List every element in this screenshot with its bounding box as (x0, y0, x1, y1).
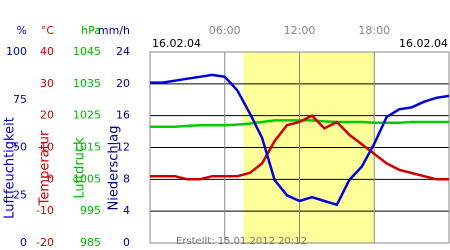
y-tick-label: -10 (36, 204, 54, 217)
y-tick-label: 1045 (73, 45, 101, 58)
y-tick-label: 16 (116, 109, 130, 122)
y-tick-label: 0 (47, 172, 54, 185)
axis-title: Luftfeuchtigkeit (3, 117, 18, 219)
y-tick-label: 25 (13, 188, 27, 201)
y-tick-label: 24 (116, 45, 130, 58)
axis-unit: °C (41, 24, 55, 37)
series-line (150, 119, 449, 129)
plot-border (149, 51, 450, 244)
y-tick-label: 12 (116, 141, 130, 154)
axis-title: Luftdruck (73, 137, 88, 199)
y-tick-label: 10 (40, 141, 54, 154)
x-tick-label: 06:00 (209, 24, 241, 37)
y-tick-label: 1015 (73, 141, 101, 154)
y-tick-label: 50 (13, 141, 27, 154)
y-tick-label: 100 (6, 45, 27, 58)
axis-unit: % (17, 24, 27, 37)
axis-unit: hPa (81, 24, 101, 37)
y-tick-label: 20 (40, 109, 54, 122)
axis-unit: mm/h (98, 24, 130, 37)
y-tick-label: 1035 (73, 77, 101, 90)
y-tick-label: 20 (116, 77, 130, 90)
y-tick-label: -20 (36, 236, 54, 249)
y-tick-label: 1005 (73, 172, 101, 185)
y-tick-label: 75 (13, 93, 27, 106)
y-tick-label: 0 (123, 236, 130, 249)
footer: Erstellt: 15.01.2012 20:12 (176, 236, 307, 247)
x-tick-label: 18:00 (358, 24, 390, 37)
y-tick-label: 8 (123, 172, 130, 185)
y-tick-label: 1025 (73, 109, 101, 122)
series-line (150, 114, 449, 181)
axis-title: Niederschlag (107, 126, 122, 211)
axis-title: Temperatur (38, 130, 53, 206)
y-tick-label: 30 (40, 77, 54, 90)
y-tick-label: 995 (80, 204, 101, 217)
y-tick-label: 985 (80, 236, 101, 249)
y-tick-label: 40 (40, 45, 54, 58)
y-tick-label: 0 (20, 236, 27, 249)
series-line (150, 73, 450, 207)
start-date: 16.02.04 (152, 37, 201, 50)
x-tick-label: 12:00 (284, 24, 316, 37)
end-date: 16.02.04 (399, 37, 448, 50)
y-tick-label: 4 (123, 204, 130, 217)
